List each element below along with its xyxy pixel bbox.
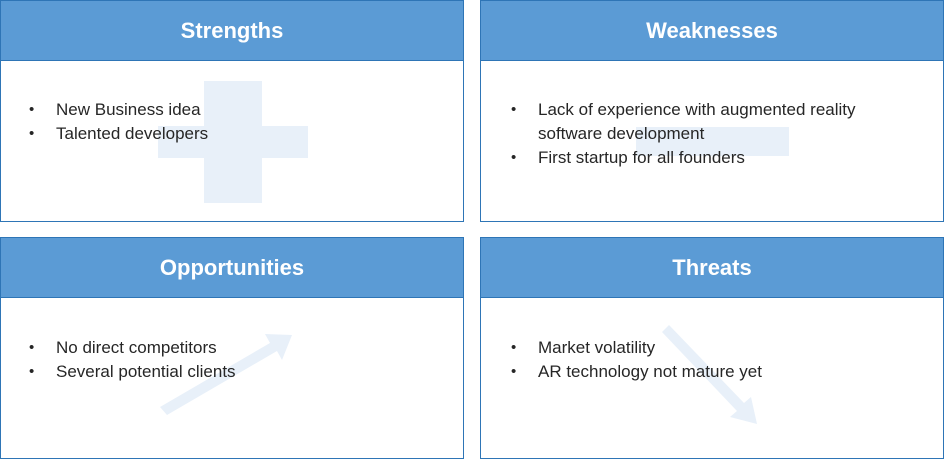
opportunities-quadrant: Opportunities No direct competitors Seve… [0, 237, 464, 459]
list-item: No direct competitors [29, 336, 236, 360]
threats-list: Market volatility AR technology not matu… [511, 336, 762, 384]
list-item: First startup for all founders [511, 146, 911, 170]
list-item: Several potential clients [29, 360, 236, 384]
threats-quadrant: Threats Market volatility AR technology … [480, 237, 944, 459]
weaknesses-quadrant: Weaknesses Lack of experience with augme… [480, 0, 944, 222]
opportunities-list: No direct competitors Several potential … [29, 336, 236, 384]
opportunities-body: No direct competitors Several potential … [1, 298, 463, 458]
list-item: AR technology not mature yet [511, 360, 762, 384]
strengths-title: Strengths [180, 17, 284, 43]
strengths-quadrant: Strengths New Business idea Talented dev… [0, 0, 464, 222]
strengths-body: New Business idea Talented developers [1, 61, 463, 221]
opportunities-title: Opportunities [159, 254, 305, 280]
weaknesses-list: Lack of experience with augmented realit… [511, 98, 911, 170]
threats-header: Threats [481, 238, 943, 298]
list-item: New Business idea [29, 98, 208, 122]
list-item: Talented developers [29, 122, 208, 146]
threats-title: Threats [672, 254, 752, 280]
list-item: Lack of experience with augmented realit… [511, 98, 911, 146]
threats-body: Market volatility AR technology not matu… [481, 298, 943, 458]
strengths-list: New Business idea Talented developers [29, 98, 208, 146]
strengths-header: Strengths [1, 1, 463, 61]
weaknesses-title: Weaknesses [646, 17, 778, 43]
weaknesses-body: Lack of experience with augmented realit… [481, 61, 943, 221]
opportunities-header: Opportunities [1, 238, 463, 298]
weaknesses-header: Weaknesses [481, 1, 943, 61]
list-item: Market volatility [511, 336, 762, 360]
